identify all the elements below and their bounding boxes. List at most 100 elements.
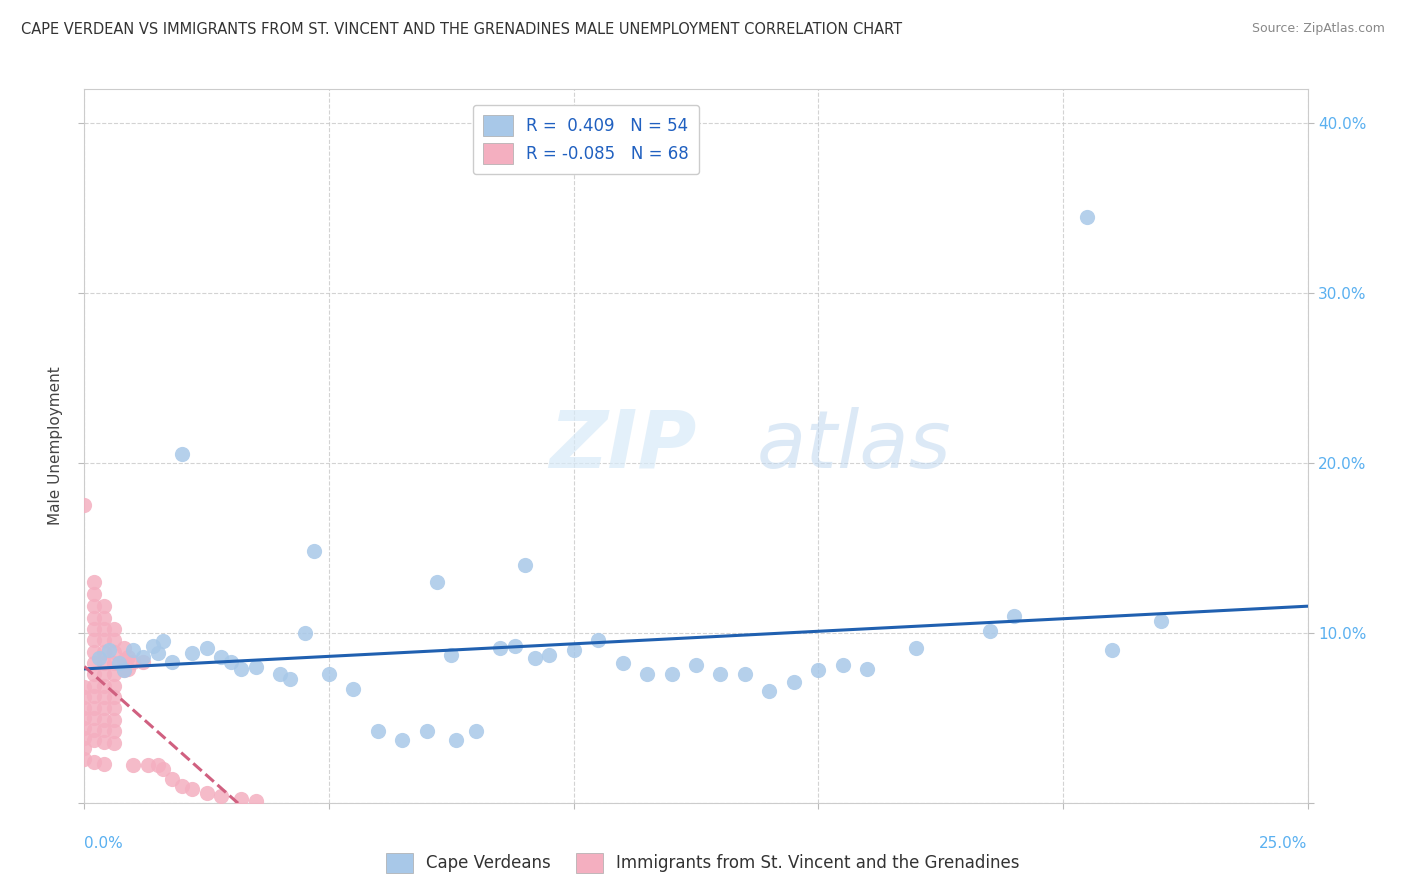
Point — [112, 641, 135, 656]
Point — [93, 657, 115, 671]
Point — [93, 734, 115, 748]
Point — [195, 641, 218, 656]
Point — [181, 782, 204, 797]
Point — [103, 736, 125, 750]
Point — [83, 610, 105, 624]
Point — [83, 679, 105, 693]
Point — [83, 733, 105, 747]
Point — [367, 724, 389, 739]
Point — [831, 658, 853, 673]
Point — [83, 644, 105, 658]
Point — [103, 623, 125, 637]
Point — [444, 733, 467, 747]
Point — [152, 762, 174, 776]
Point — [107, 657, 129, 671]
Point — [783, 675, 806, 690]
Text: 25.0%: 25.0% — [1260, 836, 1308, 851]
Point — [83, 574, 105, 589]
Point — [709, 666, 731, 681]
Point — [162, 655, 184, 669]
Point — [172, 448, 194, 462]
Point — [219, 655, 242, 669]
Point — [146, 758, 169, 772]
Legend: R =  0.409   N = 54, R = -0.085   N = 68: R = 0.409 N = 54, R = -0.085 N = 68 — [472, 104, 699, 174]
Point — [304, 544, 326, 558]
Point — [83, 711, 105, 725]
Point — [136, 758, 159, 772]
Point — [83, 666, 105, 681]
Point — [117, 662, 139, 676]
Point — [83, 723, 105, 737]
Point — [73, 751, 96, 765]
Point — [73, 690, 96, 705]
Text: 0.0%: 0.0% — [84, 836, 124, 851]
Point — [1076, 210, 1098, 224]
Point — [93, 666, 115, 681]
Point — [513, 558, 536, 572]
Text: ZIP: ZIP — [550, 407, 696, 485]
Point — [122, 643, 145, 657]
Point — [103, 700, 125, 714]
Point — [685, 658, 707, 673]
Point — [734, 666, 756, 681]
Point — [1002, 608, 1025, 623]
Point — [83, 623, 105, 637]
Point — [97, 643, 120, 657]
Point — [245, 794, 267, 808]
Point — [73, 721, 96, 735]
Point — [245, 660, 267, 674]
Point — [83, 657, 105, 671]
Point — [93, 756, 115, 771]
Point — [73, 711, 96, 725]
Point — [661, 666, 683, 681]
Point — [117, 649, 139, 664]
Point — [112, 663, 135, 677]
Point — [146, 646, 169, 660]
Point — [83, 755, 105, 769]
Point — [229, 662, 252, 676]
Point — [342, 681, 364, 696]
Point — [83, 632, 105, 647]
Point — [562, 643, 585, 657]
Point — [162, 772, 184, 786]
Point — [905, 641, 928, 656]
Point — [122, 758, 145, 772]
Point — [93, 713, 115, 727]
Point — [758, 683, 780, 698]
Point — [269, 666, 291, 681]
Point — [294, 626, 316, 640]
Point — [93, 610, 115, 624]
Point — [440, 648, 463, 662]
Point — [612, 657, 634, 671]
Point — [103, 724, 125, 739]
Point — [103, 679, 125, 693]
Point — [152, 634, 174, 648]
Text: CAPE VERDEAN VS IMMIGRANTS FROM ST. VINCENT AND THE GRENADINES MALE UNEMPLOYMENT: CAPE VERDEAN VS IMMIGRANTS FROM ST. VINC… — [21, 22, 903, 37]
Point — [538, 648, 561, 662]
Point — [636, 666, 658, 681]
Point — [93, 623, 115, 637]
Point — [103, 666, 125, 681]
Point — [83, 689, 105, 703]
Point — [807, 663, 830, 677]
Point — [83, 700, 105, 714]
Point — [464, 724, 486, 739]
Point — [318, 666, 340, 681]
Point — [503, 640, 526, 654]
Point — [132, 655, 155, 669]
Point — [93, 679, 115, 693]
Point — [93, 723, 115, 737]
Point — [132, 649, 155, 664]
Point — [278, 672, 301, 686]
Point — [73, 700, 96, 714]
Point — [103, 644, 125, 658]
Point — [83, 599, 105, 613]
Point — [856, 662, 879, 676]
Point — [73, 680, 96, 694]
Point — [195, 786, 218, 800]
Point — [103, 713, 125, 727]
Point — [73, 499, 96, 513]
Point — [209, 649, 232, 664]
Point — [103, 632, 125, 647]
Legend: Cape Verdeans, Immigrants from St. Vincent and the Grenadines: Cape Verdeans, Immigrants from St. Vince… — [380, 847, 1026, 880]
